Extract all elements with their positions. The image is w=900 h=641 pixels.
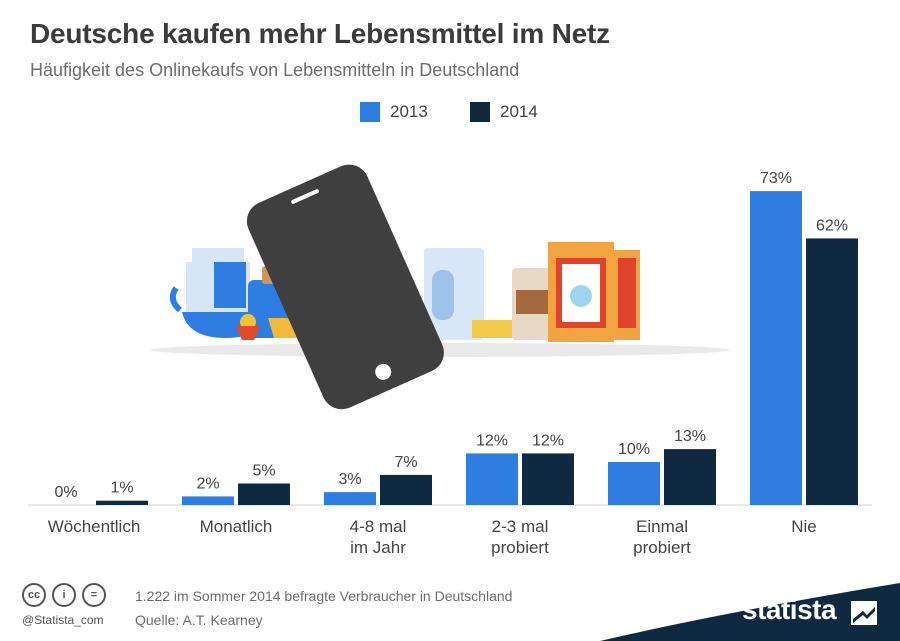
statista-logo-icon: [851, 601, 877, 625]
survey-note: 1.222 im Sommer 2014 befragte Verbrauche…: [135, 588, 513, 604]
value-label-2014-0: 1%: [110, 480, 133, 497]
category-label-2: 4-8 mal im Jahr: [350, 517, 407, 557]
statista-banner: [600, 583, 900, 641]
no-derivatives-icon: =: [82, 583, 106, 607]
value-label-2014-5: 62%: [816, 217, 848, 234]
bar-2013-4: [608, 462, 660, 505]
bar-2013-5: [750, 191, 802, 505]
value-label-2013-2: 3%: [338, 471, 361, 488]
bar-2013-3: [466, 453, 518, 505]
legend-label-2013: 2013: [390, 102, 428, 121]
attribution-icon: i: [52, 583, 76, 607]
value-label-2013-0: 0%: [54, 484, 77, 501]
bar-2014-3: [522, 453, 574, 505]
bar-2014-0: [96, 500, 148, 505]
labels-layer: 0% 1% Wöchentlich 2% 5% Monatlich 3% 7% 4-8 mal i…: [48, 170, 848, 557]
value-label-2013-4: 10%: [618, 441, 650, 458]
bar-2014-4: [664, 449, 716, 505]
category-label-5: Nie: [791, 517, 817, 536]
chart-title: Deutsche kaufen mehr Lebensmittel im Net…: [30, 18, 610, 49]
value-label-2014-3: 12%: [532, 432, 564, 449]
legend: 2013 2014: [0, 102, 900, 126]
category-label-1: Monatlich: [200, 517, 273, 536]
value-label-2013-3: 12%: [476, 432, 508, 449]
value-label-2014-4: 13%: [674, 428, 706, 445]
value-label-2013-5: 73%: [760, 170, 792, 187]
grocery-illustration: [150, 164, 730, 410]
source-note: Quelle: A.T. Kearney: [135, 612, 263, 628]
value-label-2013-1: 2%: [196, 475, 219, 492]
license-icons: cc i =: [22, 583, 112, 607]
category-label-3: 2-3 mal probiert: [491, 517, 549, 557]
legend-swatch-2014: [470, 102, 490, 122]
bar-2013-1: [182, 496, 234, 505]
statista-brand[interactable]: statista: [742, 594, 837, 625]
category-label-0: Wöchentlich: [48, 517, 141, 536]
bars-layer: [96, 191, 858, 505]
bar-2014-1: [238, 483, 290, 505]
bar-2014-5: [806, 238, 858, 505]
legend-label-2014: 2014: [500, 102, 538, 121]
legend-item-2013: 2013: [360, 102, 428, 122]
legend-item-2014: 2014: [470, 102, 538, 122]
chart-subtitle: Häufigkeit des Onlinekaufs von Lebensmit…: [30, 60, 520, 80]
bar-2013-2: [324, 492, 376, 505]
creative-commons-icon: cc: [22, 583, 46, 607]
legend-swatch-2013: [360, 102, 380, 122]
statista-handle: @Statista_com: [22, 613, 104, 627]
value-label-2014-1: 5%: [252, 463, 275, 480]
value-label-2014-2: 7%: [394, 454, 417, 471]
category-label-4: Einmal probiert: [633, 517, 691, 557]
bar-2014-2: [380, 474, 432, 505]
